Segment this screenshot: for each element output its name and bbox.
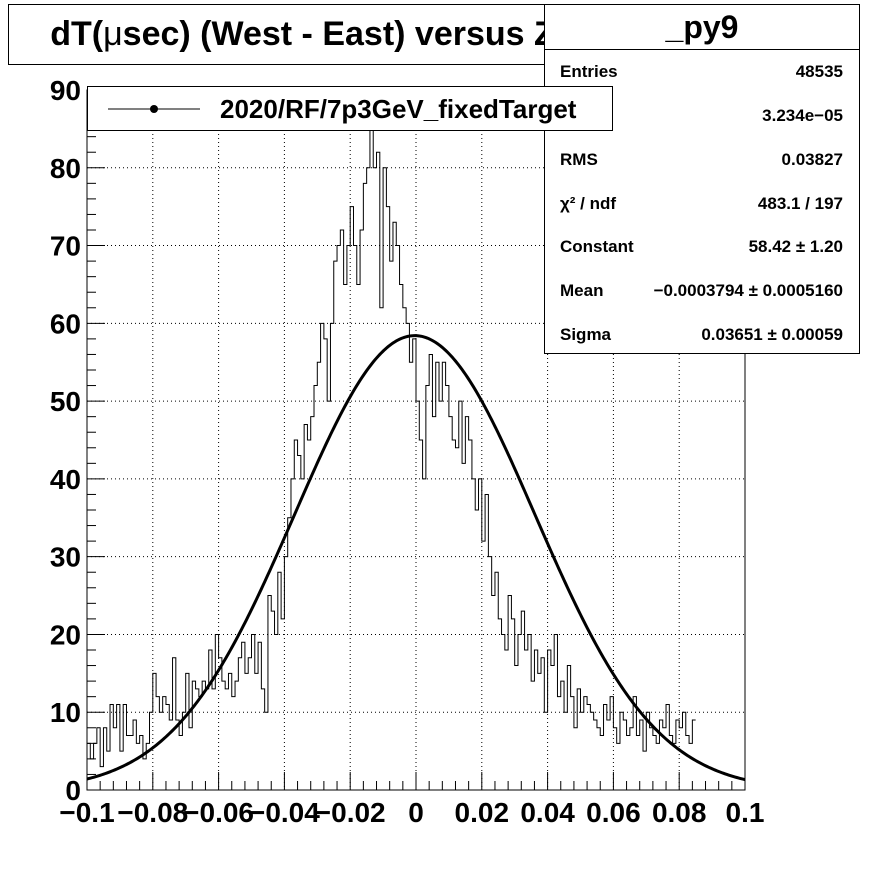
stats-row-mean: 3.234e−05 xyxy=(560,101,843,131)
stats-name: _py9 xyxy=(545,5,859,50)
x-tick-label: 0 xyxy=(408,797,424,828)
y-tick-labels: 0 10 20 30 40 50 60 70 80 90 xyxy=(50,75,81,806)
title-prefix: dT( xyxy=(50,15,104,53)
stats-value: −0.0003794 ± 0.0005160 xyxy=(653,281,843,300)
gaussian-fit-curve xyxy=(86,334,746,782)
legend-entry: 2020/RF/7p3GeV_fixedTarget xyxy=(220,94,577,124)
x-tick-label: 0.06 xyxy=(586,797,641,828)
stats-label: Mean xyxy=(560,281,604,300)
legend-marker-icon xyxy=(108,105,200,113)
x-tick-label: 0.04 xyxy=(520,797,575,828)
y-tick-label: 80 xyxy=(50,153,81,184)
y-tick-label: 60 xyxy=(50,308,81,339)
y-tick-label: 40 xyxy=(50,464,81,495)
y-tick-label: 0 xyxy=(65,775,81,806)
stats-row-sigma: Sigma 0.03651 ± 0.00059 xyxy=(560,320,843,350)
y-tick-label: 90 xyxy=(50,75,81,106)
x-tick-label: −0.08 xyxy=(117,797,188,828)
x-tick-label: −0.04 xyxy=(249,797,320,828)
stats-value: 58.42 ± 1.20 xyxy=(748,237,843,256)
stats-value: 0.03651 ± 0.00059 xyxy=(701,325,843,344)
title-mu: μ xyxy=(103,15,123,53)
stats-label: RMS xyxy=(560,150,598,169)
x-tick-label: −0.06 xyxy=(183,797,254,828)
stats-row-fit-mean: Mean −0.0003794 ± 0.0005160 xyxy=(560,276,843,306)
stats-label: Constant xyxy=(560,237,634,256)
plot-title: dT(μ sec) (West - East) versus Z xyxy=(8,4,597,65)
x-tick-labels: −0.1 −0.08−0.06−0.04−0.02 0 0.02 0.04 0.06 0.0… xyxy=(59,797,764,828)
legend: 2020/RF/7p3GeV_fixedTarget xyxy=(87,86,613,131)
y-tick-label: 30 xyxy=(50,542,81,573)
stats-value: 3.234e−05 xyxy=(762,106,843,125)
stats-value: 0.03827 xyxy=(781,150,843,169)
x-tick-label: 0.02 xyxy=(455,797,510,828)
y-tick-label: 20 xyxy=(50,619,81,650)
stats-row-rms: RMS 0.03827 xyxy=(560,145,843,175)
stats-value: 48535 xyxy=(795,62,843,81)
x-tick-label: −0.1 xyxy=(59,797,114,828)
y-tick-label: 70 xyxy=(50,231,81,262)
stats-row-entries: Entries 48535 xyxy=(560,57,843,87)
stats-value: 483.1 / 197 xyxy=(757,194,843,213)
x-tick-label: 0.08 xyxy=(652,797,707,828)
x-tick-label: 0.1 xyxy=(726,797,765,828)
y-tick-label: 10 xyxy=(50,697,81,728)
stats-label: χ² / ndf xyxy=(560,194,617,213)
title-suffix: sec) (West - East) versus Z xyxy=(122,15,555,53)
x-tick-label: −0.02 xyxy=(315,797,386,828)
stats-box: _py9 Entries 48535 3.234e−05 RMS 0.03827… xyxy=(544,4,860,354)
histogram-series xyxy=(86,128,696,790)
stats-row-chi2: χ² / ndf 483.1 / 197 xyxy=(560,189,843,219)
stats-label: Entries xyxy=(560,62,618,81)
y-tick-label: 50 xyxy=(50,386,81,417)
stats-row-constant: Constant 58.42 ± 1.20 xyxy=(560,232,843,262)
stats-label: Sigma xyxy=(560,325,612,344)
